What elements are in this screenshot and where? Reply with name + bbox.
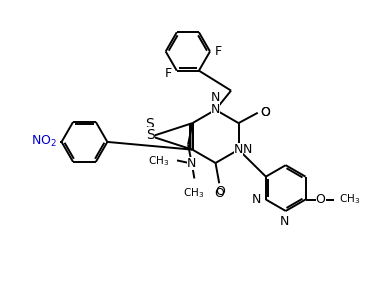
- Text: O: O: [261, 106, 270, 118]
- Text: N: N: [211, 91, 220, 104]
- Text: NO$_2$: NO$_2$: [31, 134, 57, 149]
- Text: F: F: [214, 45, 222, 58]
- Text: N: N: [211, 103, 220, 116]
- Text: O: O: [215, 185, 225, 199]
- Text: CH$_3$: CH$_3$: [148, 154, 170, 168]
- Text: O: O: [316, 193, 326, 206]
- Text: N: N: [187, 157, 196, 170]
- Text: CH$_3$: CH$_3$: [183, 186, 204, 200]
- Text: S: S: [147, 128, 155, 142]
- Text: N: N: [234, 143, 243, 156]
- Text: N: N: [243, 143, 252, 156]
- Text: N: N: [279, 215, 289, 228]
- Text: O: O: [260, 106, 270, 118]
- Text: N: N: [279, 216, 289, 229]
- Text: N: N: [252, 193, 262, 206]
- Text: O: O: [315, 193, 325, 206]
- Text: S: S: [145, 117, 154, 131]
- Text: F: F: [165, 67, 172, 80]
- Text: N: N: [187, 157, 196, 170]
- Text: N: N: [251, 193, 261, 206]
- Text: CH$_3$: CH$_3$: [339, 192, 360, 206]
- Text: O: O: [214, 187, 224, 200]
